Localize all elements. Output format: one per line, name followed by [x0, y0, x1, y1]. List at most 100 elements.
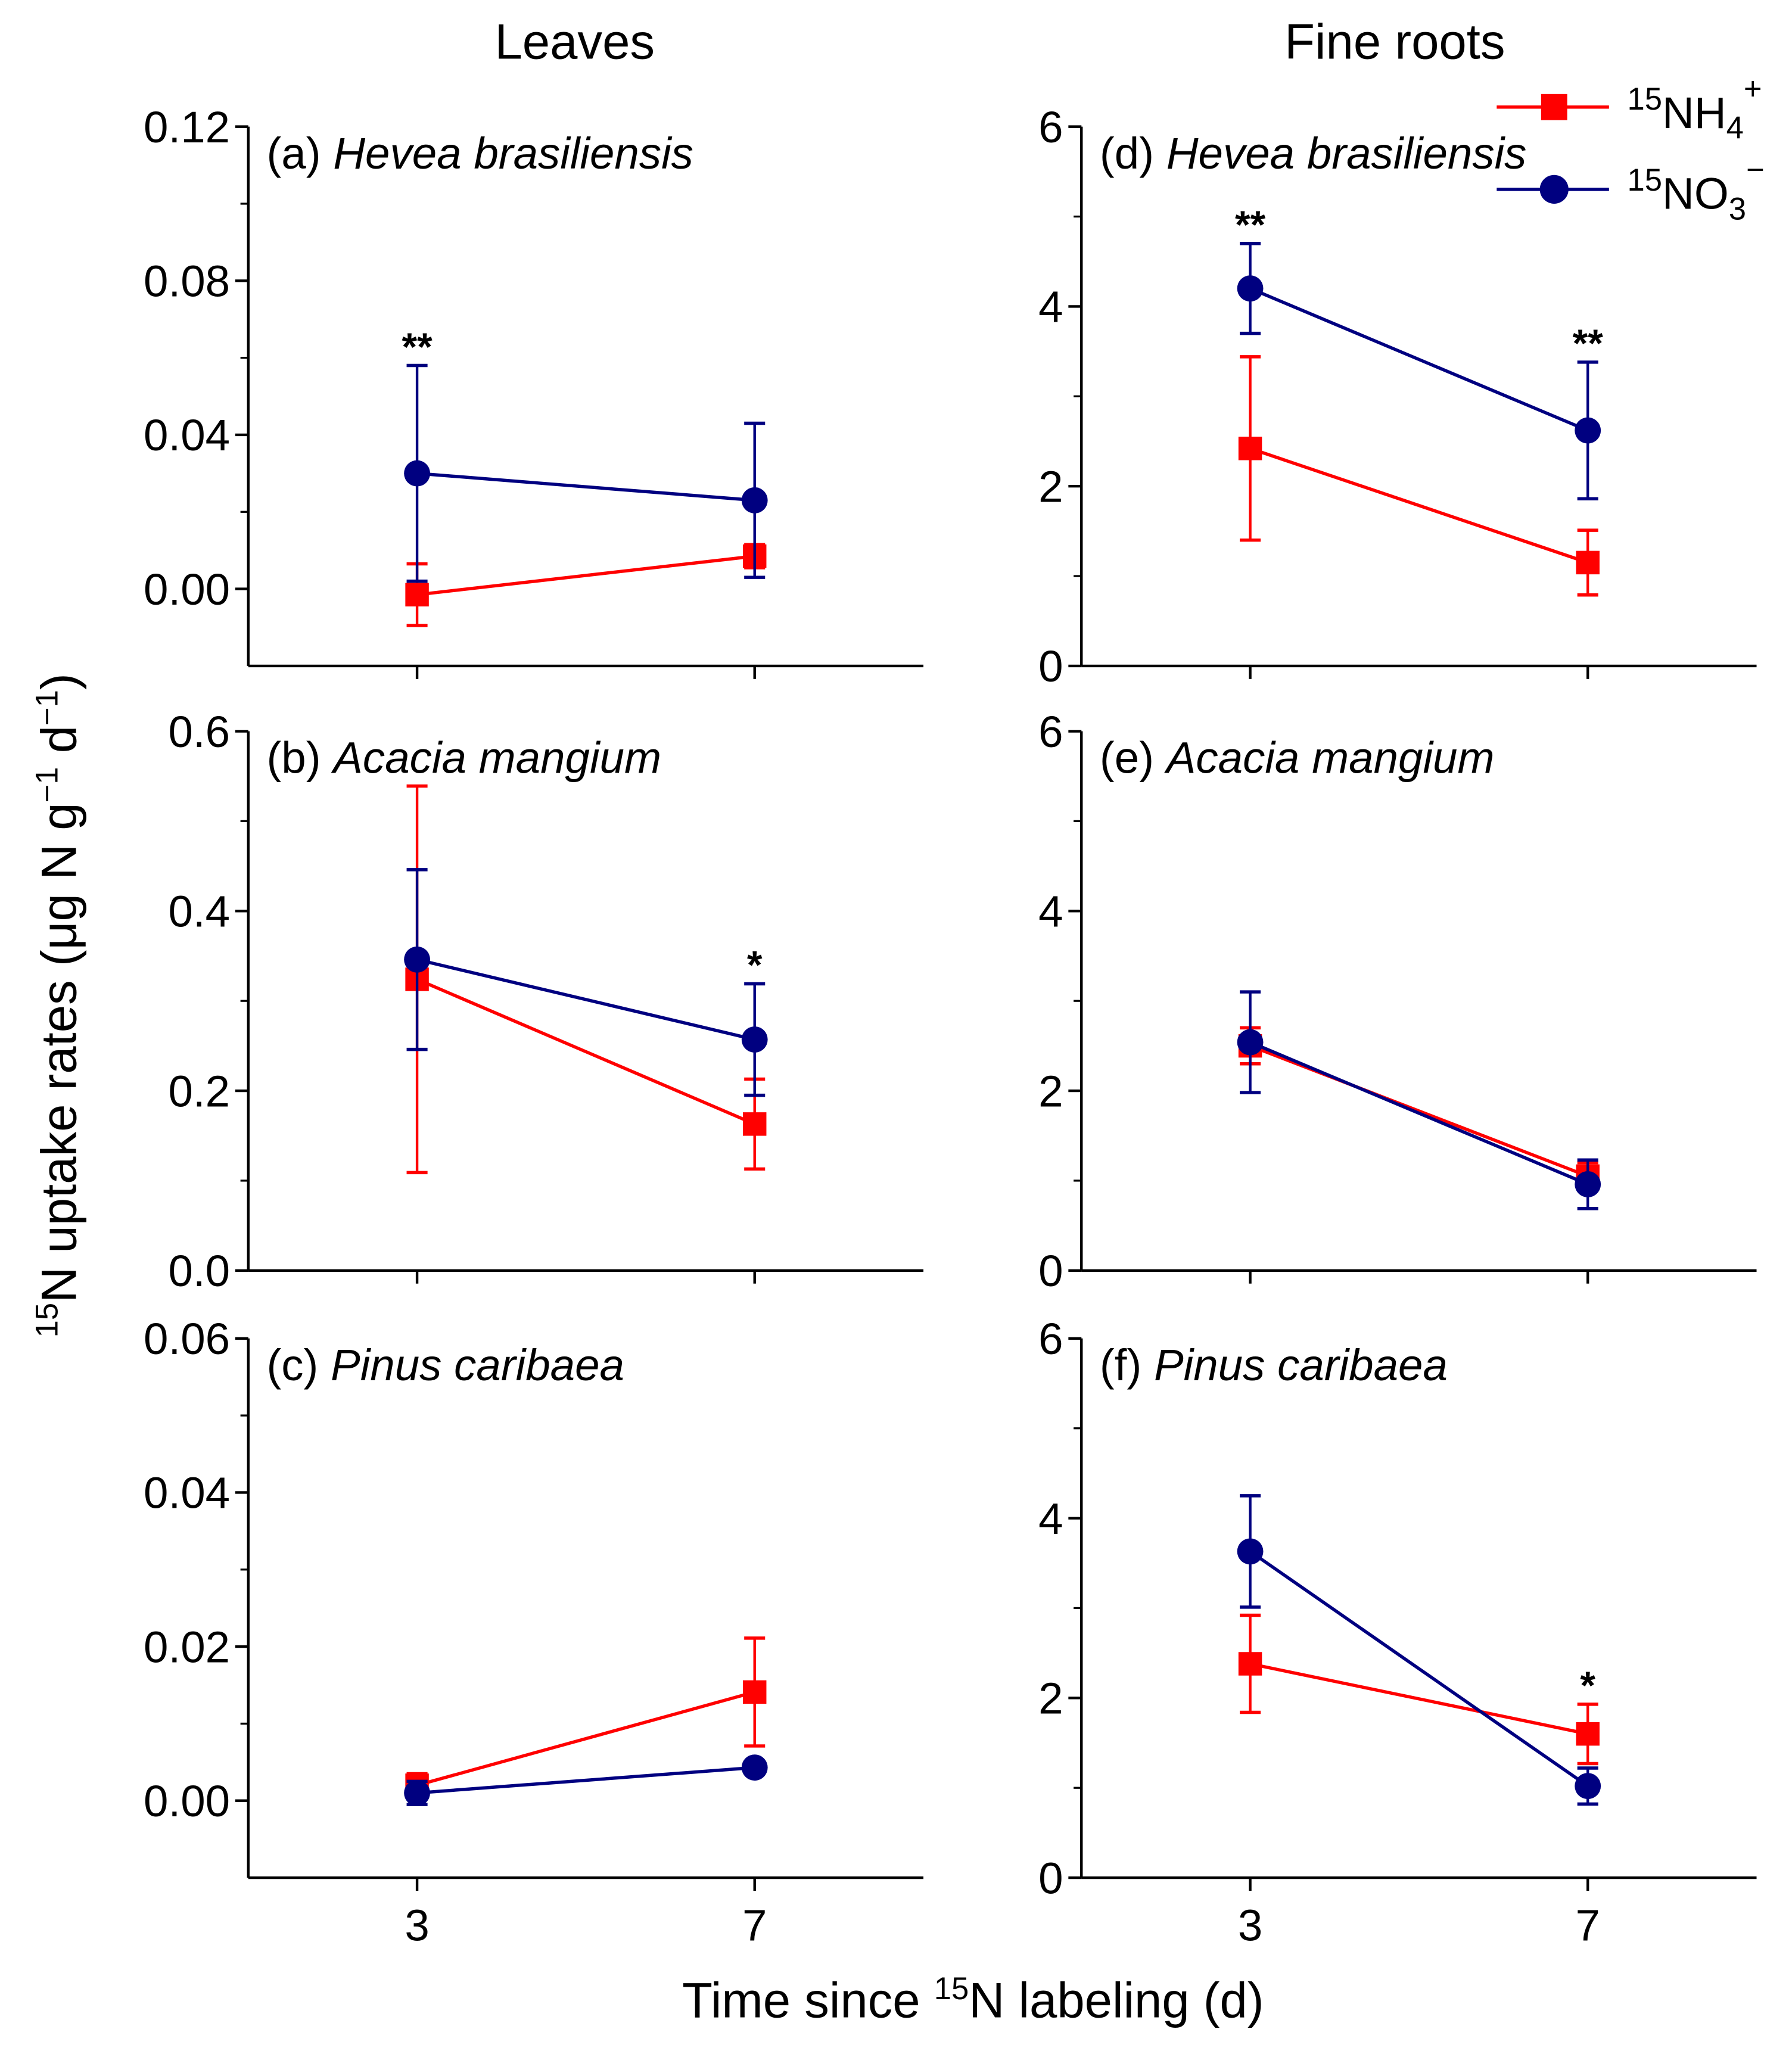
series-line: [1249, 1550, 1589, 1788]
y-tick-label: 0.04: [144, 1468, 230, 1518]
data-point-circle: [404, 460, 431, 487]
data-point-circle: [1237, 275, 1264, 302]
series-line: [416, 1766, 755, 1795]
panel-d: 0 2 4 6 (d) Hevea brasiliensis ** **: [1038, 102, 1757, 691]
series-line: [416, 958, 755, 1041]
x-tick-label: 3: [1238, 1900, 1262, 1950]
space: [321, 733, 334, 783]
significance-label: *: [1580, 1663, 1595, 1707]
series-line: [416, 554, 755, 597]
y-tick-label: 4: [1038, 1494, 1063, 1543]
x-axis-title: Time since 15N labeling (d): [682, 1971, 1264, 2028]
data-point-square: [1576, 550, 1600, 575]
panel-title: (a) Hevea brasiliensis: [266, 129, 693, 178]
series-line: [1249, 1041, 1589, 1186]
data-point-square: [1238, 1652, 1262, 1676]
data-point-square: [1238, 437, 1262, 460]
y-tick-label: 0: [1038, 1853, 1063, 1903]
panel-letter: (b): [266, 733, 321, 783]
data-point-circle: [741, 1754, 768, 1781]
data-point-circle: [741, 1026, 768, 1053]
data-point-circle: [1237, 1538, 1264, 1565]
space: [1154, 733, 1166, 783]
data-point-square: [742, 1112, 767, 1136]
data-point-square: [405, 583, 429, 607]
y-tick-label: 0.04: [144, 410, 230, 460]
y-tick-label: 6: [1038, 1314, 1063, 1364]
panel-letter: (d): [1100, 129, 1154, 178]
space: [318, 1340, 331, 1390]
panel-c: 0.00 0.02 0.04 0.06 3 7 (c) Pinus caribaea: [144, 1314, 924, 1950]
series-line: [416, 1690, 755, 1787]
x-axis-title-pre: Time since: [682, 1973, 934, 2028]
series-no3: [404, 868, 768, 1097]
y-axis-title-sup2: −1: [30, 767, 65, 802]
series-no3: [1237, 990, 1601, 1210]
space: [1154, 129, 1166, 178]
series-line: [416, 471, 755, 502]
column-title-fine-roots: Fine roots: [1284, 14, 1505, 70]
series-nh4: [1238, 1613, 1600, 1766]
panel-e: 0 2 4 6 (e) Acacia mangium: [1038, 707, 1757, 1296]
data-point-square: [1576, 1722, 1600, 1746]
species-name: Pinus caribaea: [1154, 1340, 1448, 1390]
x-axis-title-sup: 15: [934, 1971, 969, 2006]
series-line: [1250, 1662, 1588, 1736]
space: [321, 129, 334, 178]
y-tick-label: 0.6: [168, 707, 230, 757]
y-axis-title-sup3: −1: [30, 690, 65, 726]
species-name: Hevea brasiliensis: [1166, 129, 1527, 178]
panel-letter: (f): [1100, 1340, 1141, 1390]
series-line: [1249, 1044, 1589, 1178]
y-tick-label: 0.00: [144, 1776, 230, 1826]
y-tick-label: 0.12: [144, 102, 230, 152]
y-axis-title: 15N uptake rates (μg N g−1 d−1): [30, 673, 87, 1337]
series-line: [1249, 287, 1589, 432]
panel-a: 0.00 0.04 0.08 0.12 (a) Hevea brasiliensis **: [144, 102, 924, 679]
y-tick-label: 0.00: [144, 565, 230, 614]
panel-title: (e) Acacia mangium: [1100, 733, 1495, 783]
data-point-circle: [404, 946, 431, 973]
panel-b: 0.0 0.2 0.4 0.6 (b) Acacia mangium *: [168, 707, 924, 1296]
series-nh4: [405, 543, 767, 627]
y-tick-label: 2: [1038, 462, 1063, 511]
legend-no3-circle-marker: [1539, 175, 1569, 204]
significance-label: **: [1573, 321, 1604, 365]
y-axis-title-mid: d: [31, 726, 86, 767]
legend-no3-label: 15NO3−: [1628, 152, 1765, 226]
series-no3: [1237, 1494, 1601, 1806]
legend-nh4-square-marker: [1541, 94, 1567, 120]
data-point-circle: [404, 1779, 431, 1806]
series-nh4: [405, 1636, 767, 1799]
space: [1141, 1340, 1154, 1390]
series-nh4: [405, 784, 767, 1175]
data-point-circle: [1575, 1171, 1601, 1197]
y-tick-label: 0.06: [144, 1314, 230, 1364]
y-axis-title-main: N uptake rates (μg N g: [31, 802, 86, 1303]
y-axis-title-sup: 15: [30, 1303, 65, 1338]
y-tick-label: 4: [1038, 887, 1063, 936]
x-tick-label: 7: [1575, 1900, 1600, 1950]
panel-letter: (c): [266, 1340, 318, 1390]
x-tick-label: 7: [742, 1900, 767, 1950]
data-point-square: [742, 1680, 767, 1704]
x-tick-label: 3: [405, 1900, 429, 1950]
column-title-leaves: Leaves: [494, 14, 655, 70]
data-point-circle: [1237, 1029, 1264, 1056]
significance-label: **: [1235, 203, 1266, 247]
y-tick-label: 2: [1038, 1674, 1063, 1723]
legend: 15NH4+ 15NO3−: [1497, 71, 1765, 226]
data-point-circle: [1575, 417, 1601, 444]
panel-title: (b) Acacia mangium: [266, 733, 661, 783]
series-no3: [404, 1754, 768, 1806]
series-no3: [1237, 242, 1601, 501]
x-axis-title-post: N labeling (d): [969, 1973, 1264, 2028]
legend-nh4-label: 15NH4+: [1628, 71, 1762, 146]
panel-letter: (a): [266, 129, 321, 178]
y-tick-label: 6: [1038, 707, 1063, 757]
y-tick-label: 6: [1038, 102, 1063, 152]
y-tick-label: 0: [1038, 1246, 1063, 1296]
y-tick-label: 0.08: [144, 257, 230, 306]
series-no3: [404, 363, 768, 583]
